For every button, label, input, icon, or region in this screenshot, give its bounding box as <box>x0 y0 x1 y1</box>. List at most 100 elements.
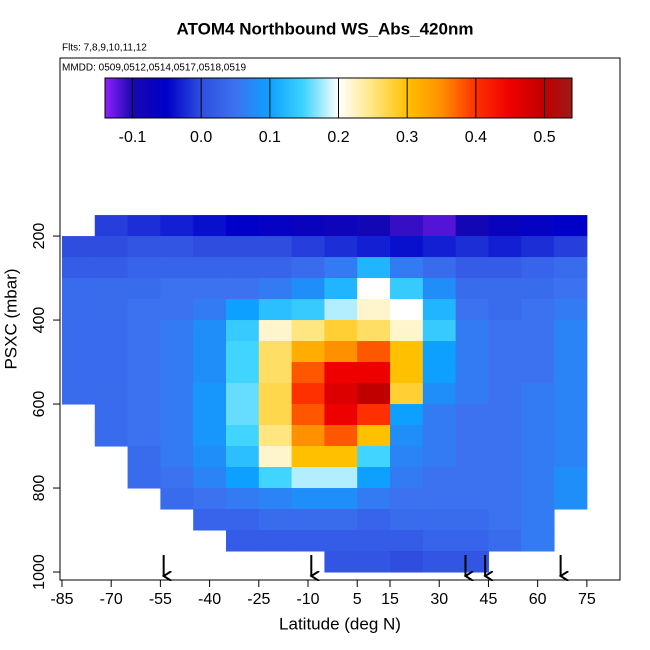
heat-cell <box>291 383 325 405</box>
y-tick-label: 200 <box>31 223 48 250</box>
heat-cell <box>324 530 358 552</box>
heat-cell <box>94 236 129 258</box>
heat-cell <box>488 404 522 426</box>
heat-cell <box>357 425 391 447</box>
x-tick-label: 30 <box>430 591 448 608</box>
heat-cell <box>193 341 227 363</box>
heat-cell <box>390 446 424 468</box>
heat-cell <box>127 299 161 321</box>
heat-cell <box>193 446 227 468</box>
heat-cell <box>455 425 489 447</box>
heat-cell <box>521 215 555 237</box>
heat-cell <box>390 320 424 342</box>
heat-cell <box>225 467 260 489</box>
heat-cell <box>390 236 424 258</box>
heat-cell <box>521 299 555 321</box>
heat-cell <box>554 278 588 300</box>
heat-cell <box>291 362 325 384</box>
heat-cell <box>357 446 391 468</box>
x-tick-label: -55 <box>149 591 172 608</box>
heat-cell <box>94 425 129 447</box>
x-tick-label: -40 <box>198 591 221 608</box>
heat-cell <box>521 383 555 405</box>
heat-cell <box>193 488 227 510</box>
heat-cell <box>324 257 358 279</box>
heat-cell <box>390 488 424 510</box>
heat-cell <box>455 404 489 426</box>
heat-cell <box>291 320 325 342</box>
heat-cell <box>521 509 555 531</box>
heat-cell <box>160 257 194 279</box>
heat-cell <box>225 404 260 426</box>
heat-cell <box>554 341 588 363</box>
heat-cell <box>455 446 489 468</box>
heat-cell <box>193 404 227 426</box>
heat-cell <box>422 425 457 447</box>
heat-cell <box>324 467 358 489</box>
heat-cell <box>225 299 260 321</box>
heat-cell <box>521 341 555 363</box>
heat-cell <box>455 383 489 405</box>
heat-cell <box>225 362 260 384</box>
heat-cell <box>390 404 424 426</box>
heat-cell <box>94 362 129 384</box>
heat-cell <box>193 467 227 489</box>
heat-cell <box>127 278 161 300</box>
heat-cell <box>488 236 522 258</box>
heat-cell <box>127 320 161 342</box>
heat-cell <box>127 425 161 447</box>
heat-cell <box>390 362 424 384</box>
heat-cell <box>521 467 555 489</box>
heat-cell <box>455 299 489 321</box>
heat-cell <box>455 257 489 279</box>
heat-cell <box>160 425 194 447</box>
heat-cell <box>488 530 522 552</box>
heat-cell <box>291 509 325 531</box>
heat-cell <box>390 467 424 489</box>
heat-cell <box>225 257 260 279</box>
heat-cell <box>554 299 588 321</box>
heat-cell <box>61 341 96 363</box>
heat-cell <box>488 320 522 342</box>
heat-cell <box>422 299 457 321</box>
heat-cell <box>291 278 325 300</box>
heat-cell <box>357 320 391 342</box>
heat-cell <box>258 530 293 552</box>
heat-cell <box>554 362 588 384</box>
heat-cell <box>225 320 260 342</box>
heat-cell <box>225 383 260 405</box>
heat-cell <box>422 488 457 510</box>
heat-cell <box>127 362 161 384</box>
heat-cell <box>94 278 129 300</box>
heat-cell <box>357 488 391 510</box>
heat-cell <box>127 383 161 405</box>
heat-cell <box>357 278 391 300</box>
heat-cell <box>521 362 555 384</box>
x-tick-label: -10 <box>296 591 319 608</box>
heat-cell <box>291 530 325 552</box>
heat-cell <box>127 341 161 363</box>
heat-cell <box>160 236 194 258</box>
heat-cell <box>258 236 293 258</box>
heat-cell <box>258 341 293 363</box>
heat-cell <box>127 236 161 258</box>
heat-cell <box>225 215 260 237</box>
heat-cell <box>324 446 358 468</box>
heat-cell <box>521 425 555 447</box>
heat-cell <box>357 383 391 405</box>
heat-cell <box>324 236 358 258</box>
heat-cell <box>324 278 358 300</box>
heat-cell <box>488 341 522 363</box>
heat-cell <box>357 257 391 279</box>
heat-cell <box>127 467 161 489</box>
heat-cell <box>357 530 391 552</box>
heat-cell <box>455 467 489 489</box>
x-tick-label: 5 <box>353 591 362 608</box>
annotation: MMDD: 0509,0512,0514,0517,0518,0519 <box>62 63 246 74</box>
heat-cell <box>160 215 194 237</box>
heat-cell <box>521 236 555 258</box>
heat-cell <box>422 530 457 552</box>
heat-cell <box>554 467 588 489</box>
heat-cell <box>193 320 227 342</box>
x-tick-label: 45 <box>480 591 498 608</box>
